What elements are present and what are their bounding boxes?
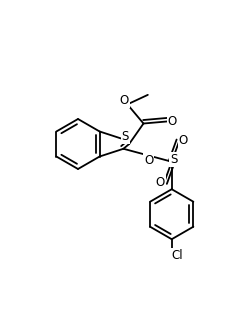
Text: S: S <box>170 153 178 166</box>
Text: O: O <box>179 134 188 147</box>
Text: S: S <box>122 130 129 143</box>
Text: Cl: Cl <box>171 249 183 262</box>
Text: O: O <box>168 115 177 128</box>
Text: O: O <box>155 176 165 189</box>
Text: O: O <box>120 94 129 107</box>
Text: O: O <box>144 154 153 167</box>
